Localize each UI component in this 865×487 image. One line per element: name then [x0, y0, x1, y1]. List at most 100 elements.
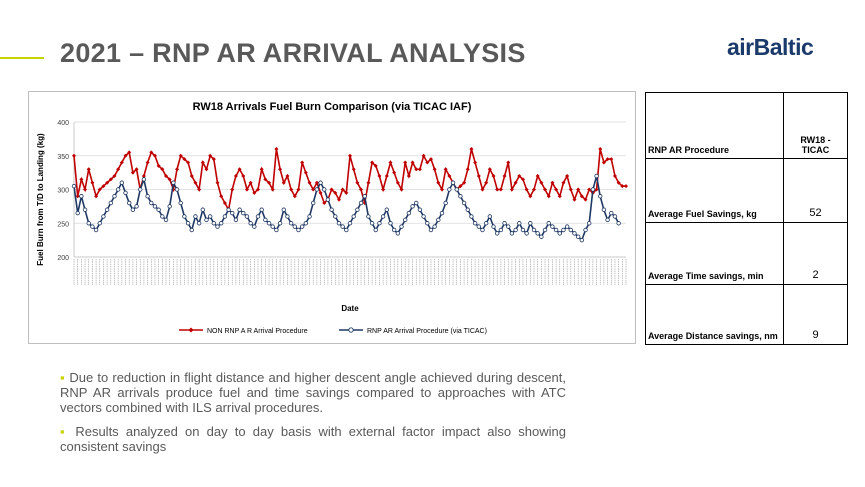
- data-point: [487, 214, 493, 219]
- data-point: [443, 200, 448, 206]
- data-point: [300, 160, 305, 165]
- data-point: [542, 227, 548, 233]
- data-point: [163, 217, 169, 223]
- data-point: [123, 153, 128, 158]
- data-point: [322, 187, 327, 192]
- data-point: [403, 160, 408, 165]
- data-point: [197, 187, 202, 192]
- data-point: [248, 180, 253, 185]
- data-point: [266, 221, 272, 226]
- data-point: [193, 180, 198, 185]
- data-point: [469, 147, 474, 151]
- fuel-burn-chart: RW18 Arrivals Fuel Burn Comparison (via …: [28, 91, 636, 344]
- data-point: [219, 194, 224, 199]
- data-point: [79, 194, 84, 199]
- data-point: [546, 221, 551, 226]
- data-point: [336, 197, 341, 202]
- data-point: [241, 210, 246, 216]
- data-point: [502, 221, 507, 226]
- data-point: [428, 157, 433, 162]
- data-point: [196, 221, 202, 226]
- bullet-text: Due to reduction in flight distance and …: [60, 370, 566, 415]
- data-point: [388, 221, 393, 226]
- data-point: [263, 217, 268, 223]
- data-point: [318, 190, 323, 195]
- data-point: [572, 197, 577, 202]
- data-point: [436, 180, 441, 185]
- data-point: [609, 157, 614, 162]
- table-row-value: 2: [783, 222, 848, 285]
- legend-marker: [348, 327, 354, 333]
- data-point: [568, 187, 573, 192]
- data-point: [226, 207, 231, 212]
- data-point: [71, 183, 77, 189]
- table-header-label: RNP AR Procedure: [645, 92, 784, 159]
- data-point: [186, 160, 191, 165]
- data-point: [392, 170, 397, 175]
- data-point: [528, 194, 533, 199]
- data-point: [421, 153, 426, 158]
- data-point: [296, 187, 301, 192]
- data-point: [443, 167, 448, 172]
- data-point: [502, 174, 507, 178]
- chart-title: RW18 Arrivals Fuel Burn Comparison (via …: [193, 101, 472, 113]
- data-point: [86, 221, 91, 226]
- data-point: [528, 221, 533, 226]
- data-point: [517, 174, 522, 178]
- data-point: [355, 180, 360, 185]
- data-point: [281, 180, 286, 185]
- data-point: [495, 187, 500, 192]
- data-point: [303, 221, 309, 226]
- data-point: [553, 227, 559, 233]
- legend-label: RNP AR Arrival Procedure (via TICAC): [367, 328, 487, 335]
- data-point: [171, 180, 176, 185]
- data-point: [605, 217, 610, 223]
- data-point: [388, 160, 393, 165]
- data-point: [200, 160, 205, 165]
- data-point: [288, 221, 294, 226]
- data-point: [178, 200, 183, 206]
- data-point: [200, 207, 205, 212]
- data-point: [406, 174, 411, 178]
- data-point: [605, 157, 610, 162]
- data-point: [491, 174, 496, 178]
- data-point: [579, 194, 584, 199]
- data-point: [568, 227, 573, 233]
- data-point: [399, 187, 404, 192]
- data-point: [476, 174, 481, 178]
- data-point: [289, 187, 294, 192]
- data-point: [311, 187, 316, 192]
- data-point: [440, 187, 444, 192]
- data-point: [575, 234, 581, 239]
- data-point: [255, 214, 261, 219]
- bullet-list: ▪ Due to reduction in flight distance an…: [60, 370, 566, 463]
- data-point: [145, 160, 150, 165]
- data-point: [366, 180, 371, 185]
- data-point: [583, 197, 588, 202]
- data-point: [230, 210, 235, 216]
- data-point: [244, 214, 250, 219]
- data-point: [244, 187, 249, 192]
- y-tick-label: 350: [57, 154, 69, 161]
- data-point: [259, 207, 264, 212]
- data-point: [222, 201, 227, 205]
- data-point: [520, 177, 525, 182]
- data-point: [167, 204, 172, 209]
- data-point: [480, 227, 485, 233]
- bullet-text: Results analyzed on day to day basis wit…: [60, 424, 566, 454]
- data-point: [175, 167, 180, 172]
- data-point: [410, 204, 415, 209]
- data-point: [421, 214, 426, 219]
- data-point: [292, 194, 297, 199]
- data-point: [391, 227, 397, 233]
- data-point: [340, 187, 345, 192]
- data-point: [362, 194, 367, 199]
- data-point: [403, 217, 408, 223]
- table-header-value: RW18 - TICAC: [783, 92, 848, 159]
- data-point: [469, 214, 474, 219]
- data-point: [576, 187, 581, 192]
- title-accent-line: [0, 57, 44, 59]
- data-point: [458, 184, 463, 189]
- data-point: [123, 190, 128, 196]
- chart-svg: RW18 Arrivals Fuel Burn Comparison (via …: [36, 101, 628, 335]
